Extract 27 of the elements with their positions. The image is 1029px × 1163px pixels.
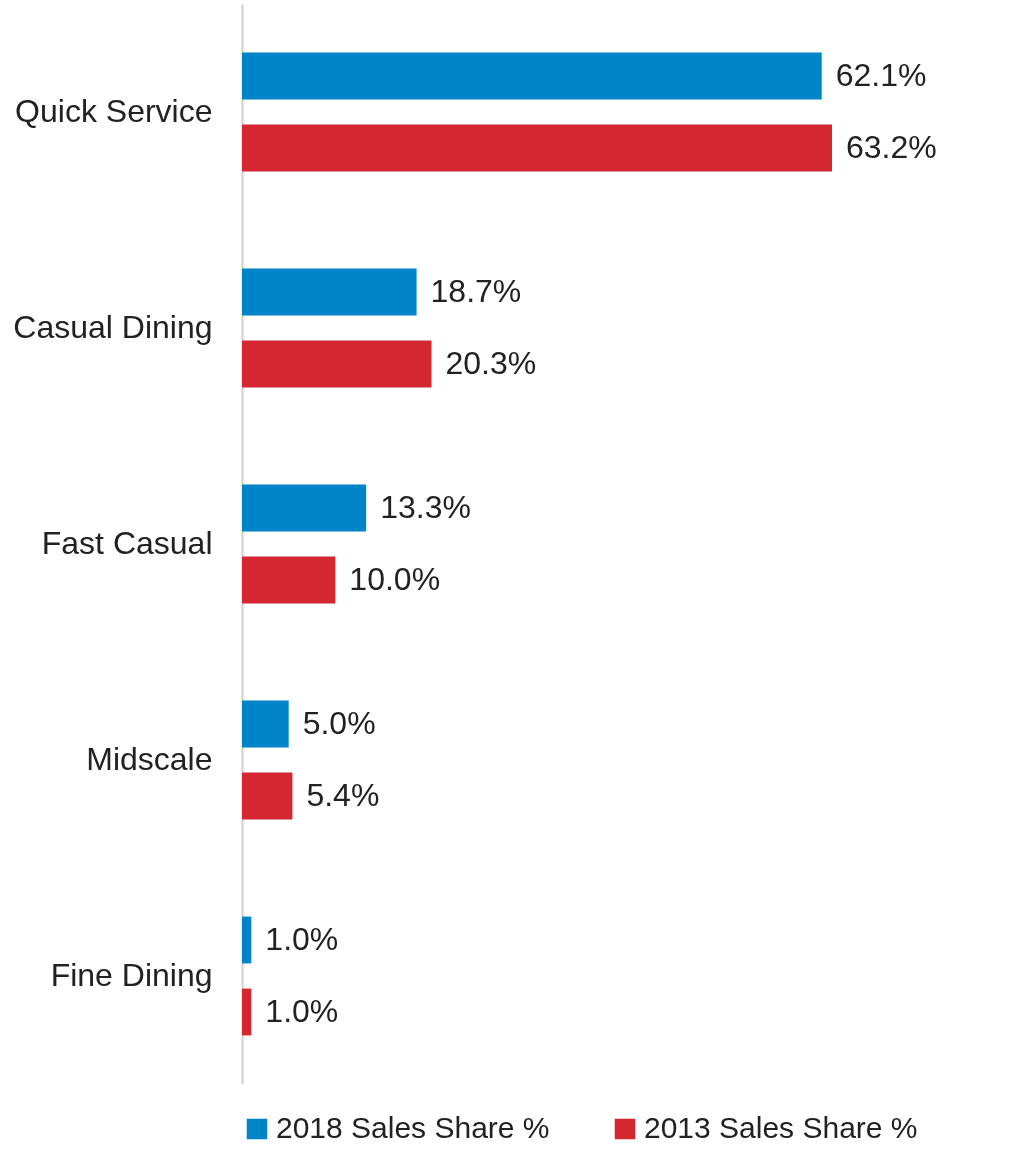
data-label: 20.3% <box>445 345 537 381</box>
y-tick-label: Midscale <box>86 741 213 777</box>
bar <box>242 484 367 532</box>
data-label: 1.0% <box>265 993 339 1029</box>
data-label: 13.3% <box>380 489 471 525</box>
y-tick-label: Fast Casual <box>41 525 213 561</box>
bar <box>242 700 289 748</box>
bar <box>242 772 293 820</box>
bar <box>242 988 252 1036</box>
data-label: 5.4% <box>306 777 380 813</box>
y-tick-label: Quick Service <box>15 93 213 129</box>
bar <box>242 124 832 172</box>
legend-label: 2018 Sales Share % <box>276 1111 550 1144</box>
data-label: 1.0% <box>265 921 339 957</box>
bar <box>242 556 336 604</box>
data-label: 62.1% <box>835 57 927 93</box>
y-tick-label: Casual Dining <box>13 309 213 345</box>
legend-label: 2013 Sales Share % <box>644 1111 918 1144</box>
bar <box>242 916 252 964</box>
bar <box>242 52 822 100</box>
data-label: 18.7% <box>430 273 522 309</box>
bar <box>242 340 432 388</box>
data-label: 63.2% <box>846 129 937 165</box>
y-tick-label: Fine Dining <box>50 957 213 993</box>
data-label: 5.0% <box>302 705 376 741</box>
bar <box>242 268 417 316</box>
data-label: 10.0% <box>349 561 441 597</box>
